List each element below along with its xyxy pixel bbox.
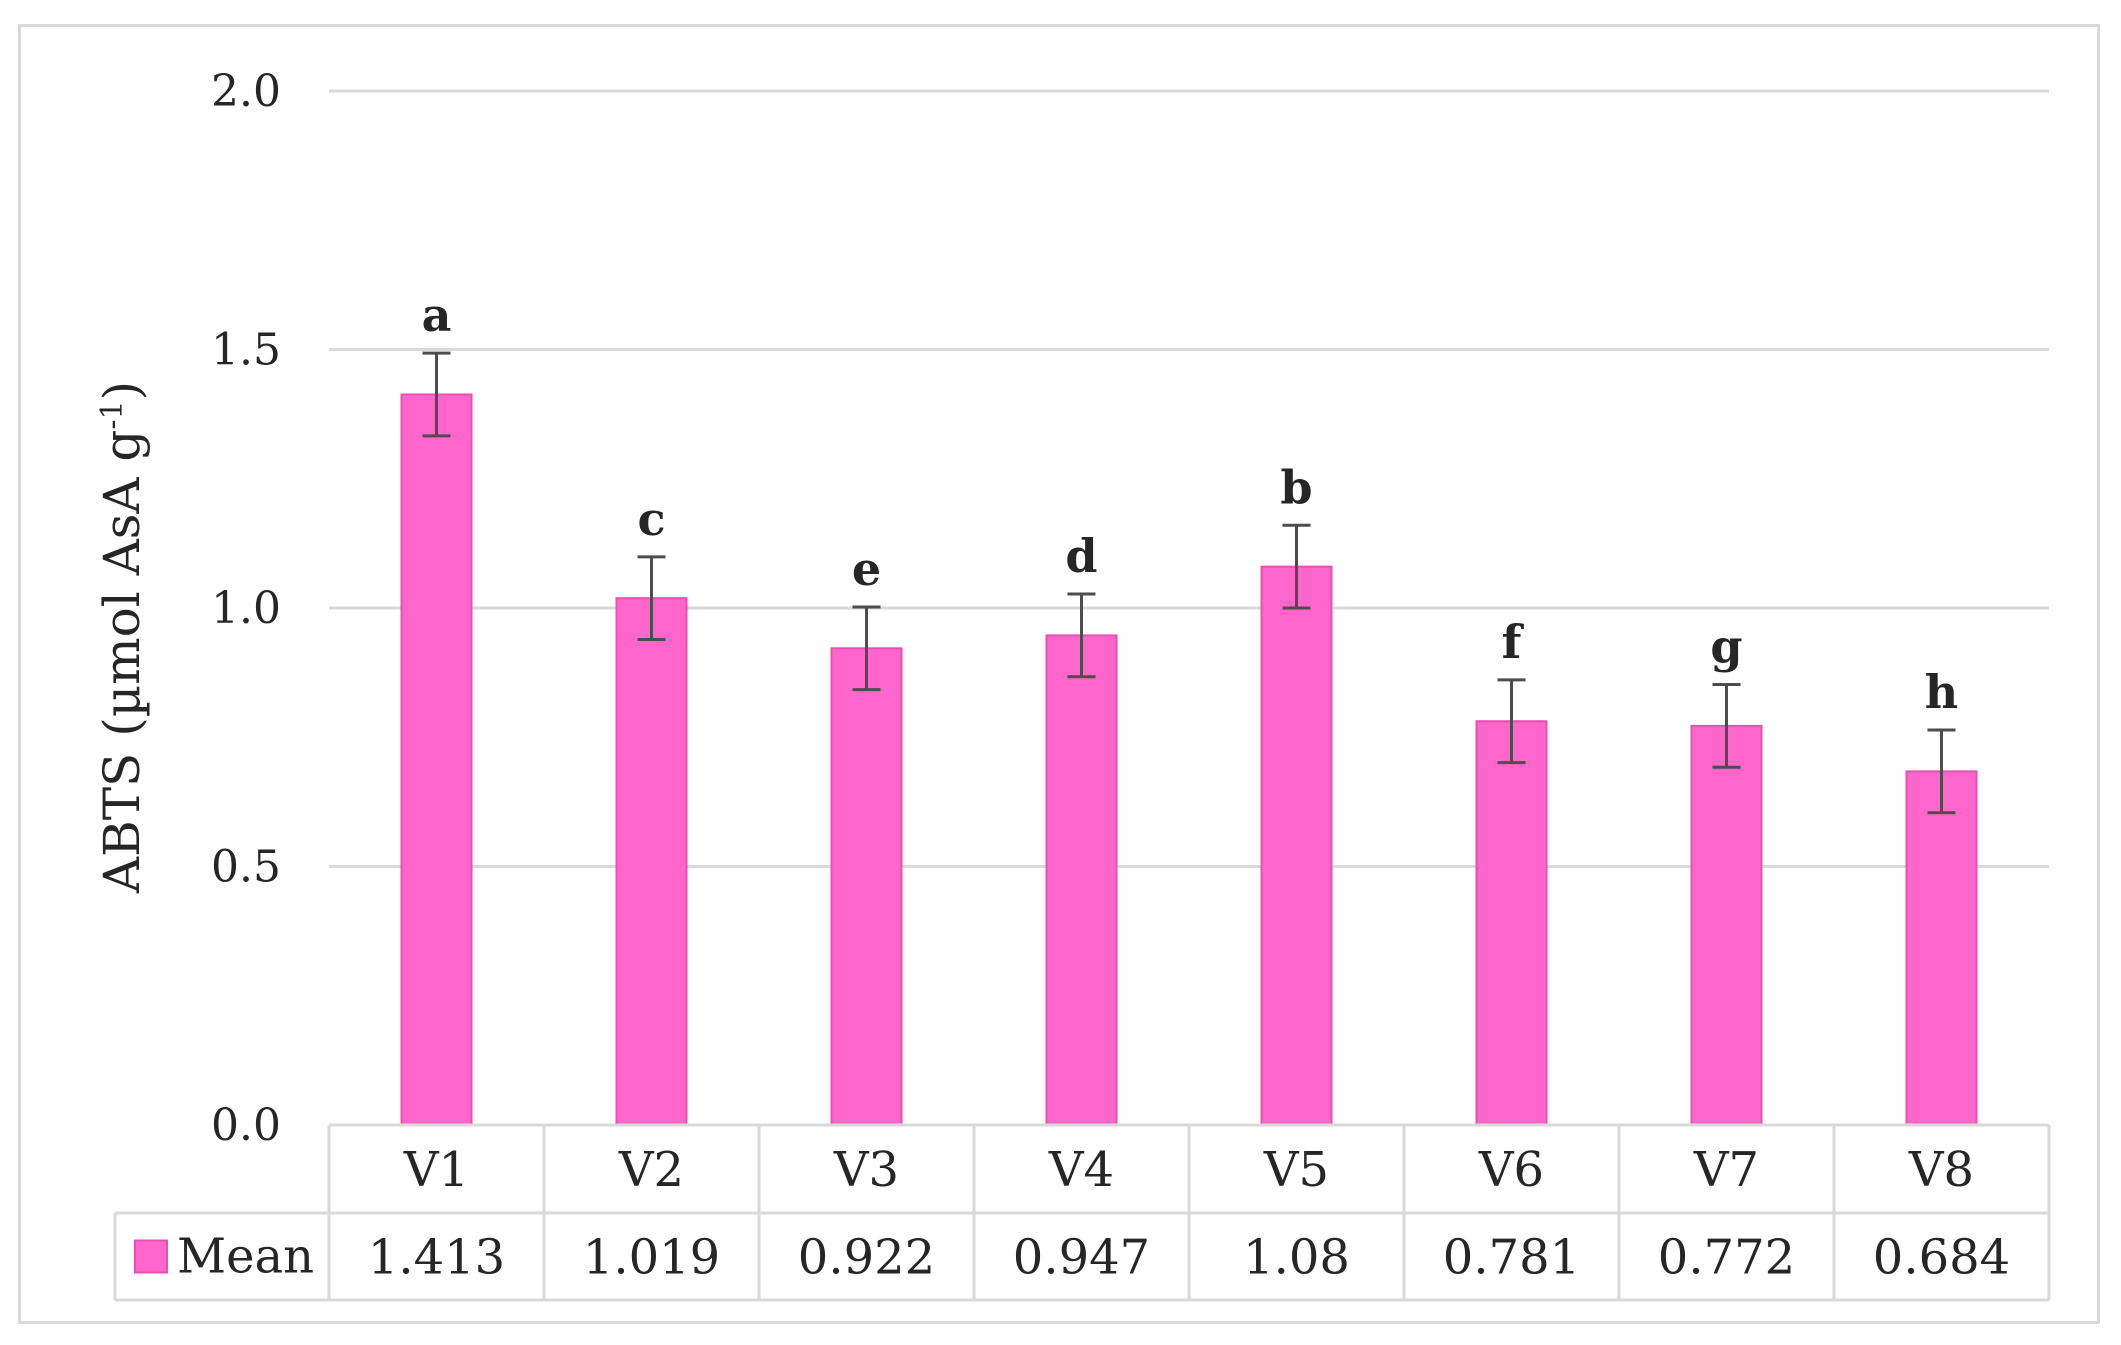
error-bars — [422, 351, 1956, 815]
error-bar — [852, 605, 881, 692]
error-bar — [1712, 683, 1741, 769]
y-tick-label: 1.0 — [211, 583, 281, 634]
significance-letter: g — [1710, 620, 1742, 674]
bar — [1260, 565, 1333, 1126]
category-label: V5 — [1263, 1142, 1329, 1198]
category-label: V6 — [1478, 1142, 1544, 1198]
table-cell-value: 1.08 — [1243, 1230, 1350, 1286]
bar — [830, 647, 903, 1126]
table-cell-value: 1.019 — [583, 1230, 720, 1286]
bar — [615, 597, 688, 1126]
table-cell-value: 1.413 — [368, 1230, 505, 1286]
y-axis-title-superscript: -1 — [95, 400, 130, 429]
table-cell-value: 0.781 — [1443, 1230, 1580, 1286]
y-tick-label: 0.5 — [211, 842, 281, 893]
table-cell-value: 0.922 — [798, 1230, 935, 1286]
error-bar — [1067, 592, 1096, 679]
significance-letter: f — [1502, 615, 1525, 669]
significance-letter: a — [422, 288, 452, 342]
significance-letter: e — [852, 542, 881, 596]
category-label: V8 — [1908, 1142, 1974, 1198]
y-tick-label: 0.0 — [211, 1100, 281, 1151]
legend-label: Mean — [177, 1229, 314, 1285]
error-bar — [637, 555, 666, 642]
bar — [1690, 724, 1763, 1126]
category-label: V7 — [1693, 1142, 1759, 1198]
significance-letter: h — [1925, 665, 1958, 719]
error-bar — [422, 351, 451, 438]
y-axis-tick-labels: 0.0 0.5 1.0 1.5 2.0 — [211, 66, 281, 1151]
error-bar — [1927, 728, 1956, 815]
significance-letters: a c e d b f g h — [422, 288, 1959, 719]
error-bar — [1282, 523, 1311, 610]
data-table: V1 1.413 V2 1.019 V3 0.922 V4 0.947 V5 1.08 V6 0.78… — [113, 1123, 2051, 1302]
category-label: V2 — [618, 1142, 684, 1198]
bar — [1045, 634, 1118, 1126]
bar — [1905, 770, 1978, 1126]
significance-letter: c — [637, 492, 665, 546]
gridlines — [329, 89, 2049, 868]
significance-letter: d — [1065, 529, 1097, 583]
table-cell-value: 0.684 — [1873, 1230, 2010, 1286]
y-axis-title: ABTS (µmol AsA g-1) — [93, 381, 151, 894]
legend-swatch — [134, 1239, 168, 1274]
error-bar — [1497, 678, 1526, 765]
category-label: V4 — [1048, 1142, 1114, 1198]
bar — [1475, 720, 1548, 1127]
significance-letter: b — [1280, 460, 1312, 514]
category-label: V3 — [833, 1142, 899, 1198]
table-cell-value: 0.772 — [1658, 1230, 1795, 1286]
category-label: V1 — [403, 1142, 469, 1198]
abts-bar-chart: 0.00.51.01.52.0 ace dbf gh V11.413V21.019V… — [93, 66, 2051, 1302]
y-tick-label: 1.5 — [211, 325, 281, 376]
y-axis-title-main: ABTS (µmol AsA g — [93, 430, 151, 895]
y-axis-title-close: ) — [93, 381, 151, 401]
bar — [400, 393, 473, 1126]
y-tick-label: 2.0 — [211, 66, 281, 117]
table-cell-value: 0.947 — [1013, 1230, 1150, 1286]
